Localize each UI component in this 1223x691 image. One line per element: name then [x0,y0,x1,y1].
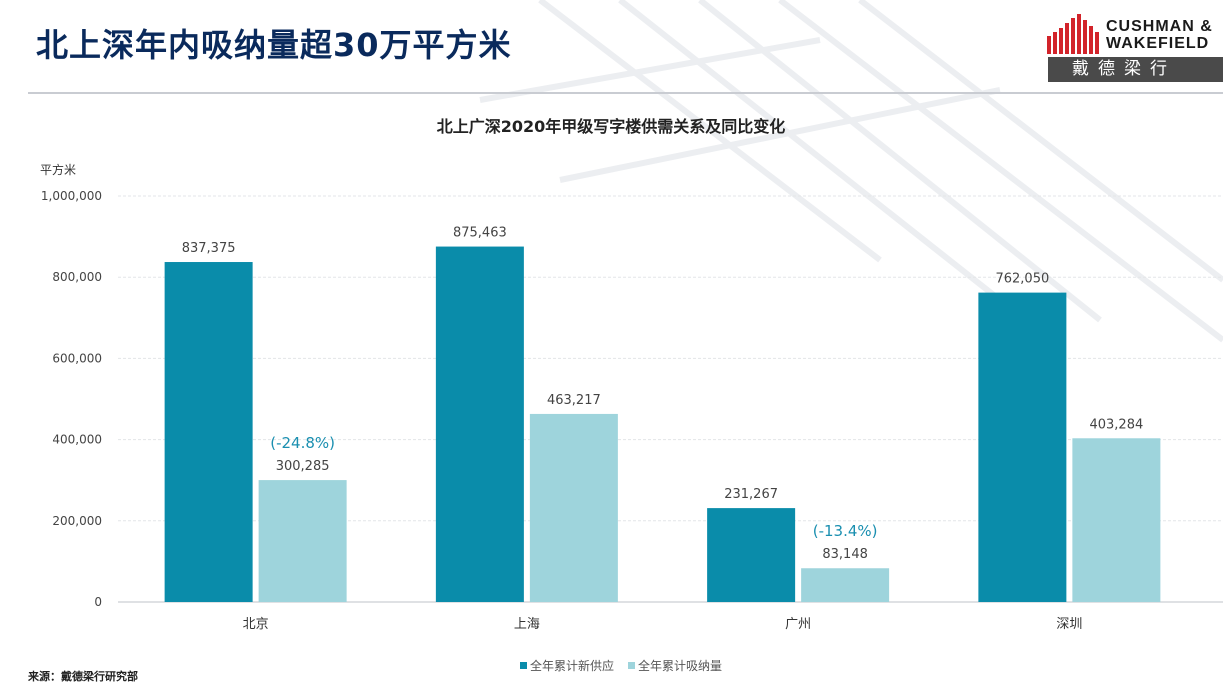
logo-line1: CUSHMAN & [1106,18,1213,35]
legend-label-supply: 全年累计新供应 [530,659,615,673]
legend-item-supply: 全年累计新供应 [520,657,614,674]
data-labels: 837,375 300,285 (-24.8%) 875,463 463,217 231,… [182,226,1144,563]
bar-supply [164,262,253,602]
bar-value-label: 762,050 [995,272,1049,287]
source-note: 来源：戴德梁行研究部 [28,670,138,683]
bar-absorption [529,413,618,602]
bar-value-label: 403,284 [1089,417,1143,432]
y-tick-label: 800,000 [52,270,102,284]
page-title: 北上深年内吸纳量超30万平方米 [36,26,512,64]
legend-label-absorption: 全年累计吸纳量 [638,659,723,673]
logo-bars-icon [1047,14,1099,54]
legend-swatch-absorption [628,662,636,669]
legend-swatch-supply [520,662,527,669]
title-divider [28,92,1223,94]
y-tick-label: 600,000 [52,351,102,365]
y-axis-ticks: 0 200,000 400,000 600,000 800,000 1,000,000 [41,189,102,609]
company-logo: CUSHMAN & WAKEFIELD 戴德梁行 [1046,14,1223,82]
y-tick-label: 200,000 [52,514,102,528]
chart-title: 北上广深2020年甲级写字楼供需关系及同比变化 [437,117,786,136]
bars [164,246,1161,603]
bar-value-label: 837,375 [182,241,236,256]
x-axis-ticks: 北京 上海 广州 深圳 [243,617,1083,632]
yoy-change-label: (-24.8%) [270,434,335,452]
bar-supply [707,508,796,602]
x-tick-label: 北京 [243,617,269,632]
y-tick-label: 0 [94,595,102,609]
yoy-change-label: (-13.4%) [813,522,878,540]
legend-item-absorption: 全年累计吸纳量 [628,657,722,674]
bar-value-label: 463,217 [547,393,601,408]
bar-value-label: 83,148 [822,547,868,562]
x-tick-label: 上海 [514,617,540,632]
bar-supply [435,246,524,603]
bar-value-label: 300,285 [276,459,330,474]
bar-absorption [258,480,347,602]
chart-legend: 全年累计新供应 全年累计吸纳量 [520,657,722,674]
y-tick-label: 400,000 [52,433,102,447]
bar-value-label: 231,267 [724,487,778,502]
bar-absorption [801,568,890,602]
bar-supply [978,292,1067,602]
x-tick-label: 深圳 [1056,617,1082,632]
bar-value-label: 875,463 [453,226,507,241]
logo-line2: WAKEFIELD [1106,35,1210,52]
logo-chinese: 戴德梁行 [1048,57,1223,82]
x-tick-label: 广州 [785,617,811,632]
y-tick-label: 1,000,000 [41,189,102,203]
bar-absorption [1072,438,1161,602]
y-axis-unit-label: 平方米 [40,162,76,177]
